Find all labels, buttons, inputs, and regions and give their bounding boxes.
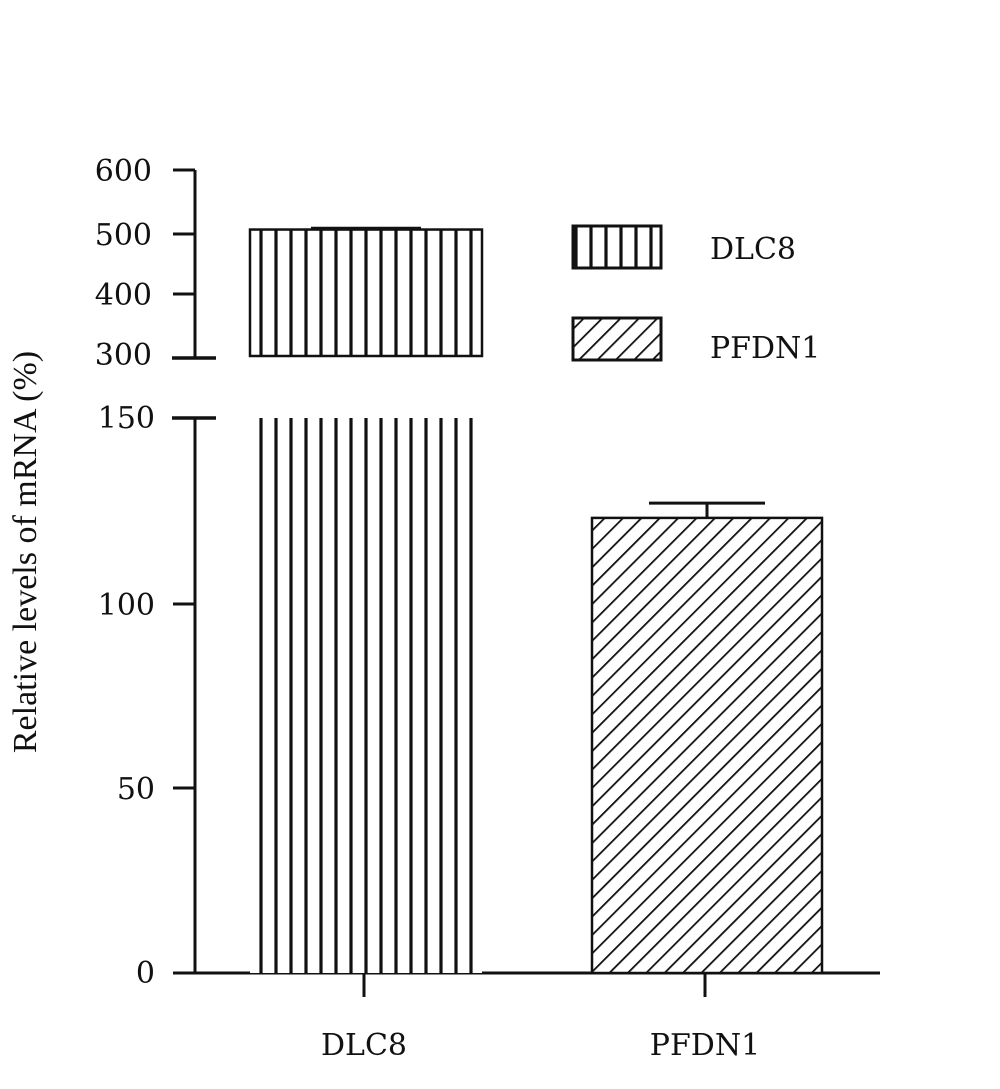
tick-label: 0 [136,956,155,991]
legend-label-dlc8: DLC8 [710,232,796,267]
category-label-dlc8: DLC8 [321,1028,407,1063]
tick-label: 500 [95,218,152,253]
legend-swatch-pfdn1 [571,316,663,362]
category-axis: DLC8 PFDN1 [321,973,760,1063]
error-bars [311,226,765,518]
tick-label: 300 [95,338,152,373]
tick-label: 600 [95,154,152,189]
tick-label: 50 [117,772,155,807]
y-axis-label: Relative levels of mRNA (%) [7,351,44,753]
legend-label-pfdn1: PFDN1 [710,331,820,366]
bars [248,228,824,975]
category-label-pfdn1: PFDN1 [650,1028,760,1063]
bar-dlc8-upper [248,228,484,358]
bar-pfdn1 [590,516,824,975]
tick-label: 400 [95,278,152,313]
tick-label: 100 [98,588,155,623]
legend-swatch-dlc8 [571,224,663,270]
lower-ticks: 150 100 50 0 [98,401,195,991]
upper-ticks: 600 500 400 300 [95,154,195,373]
tick-label: 150 [98,401,155,436]
bar-dlc8-lower [250,418,482,973]
legend: DLC8 PFDN1 [571,224,820,366]
